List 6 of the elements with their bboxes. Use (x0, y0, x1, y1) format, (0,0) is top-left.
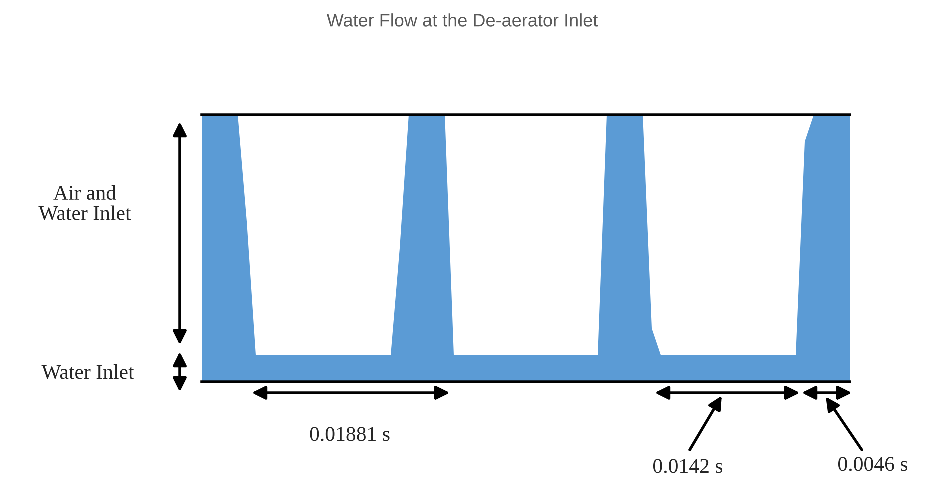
text: 0.0142 s (653, 459, 723, 474)
text: Water Inlet (42, 364, 134, 380)
text: 0.0046 s (838, 457, 908, 472)
text: 0.01881 s (310, 427, 390, 442)
chart-title: Water Flow at the De-aerator Inlet (326, 14, 598, 27)
text: Air and Water Inlet (38, 185, 132, 220)
